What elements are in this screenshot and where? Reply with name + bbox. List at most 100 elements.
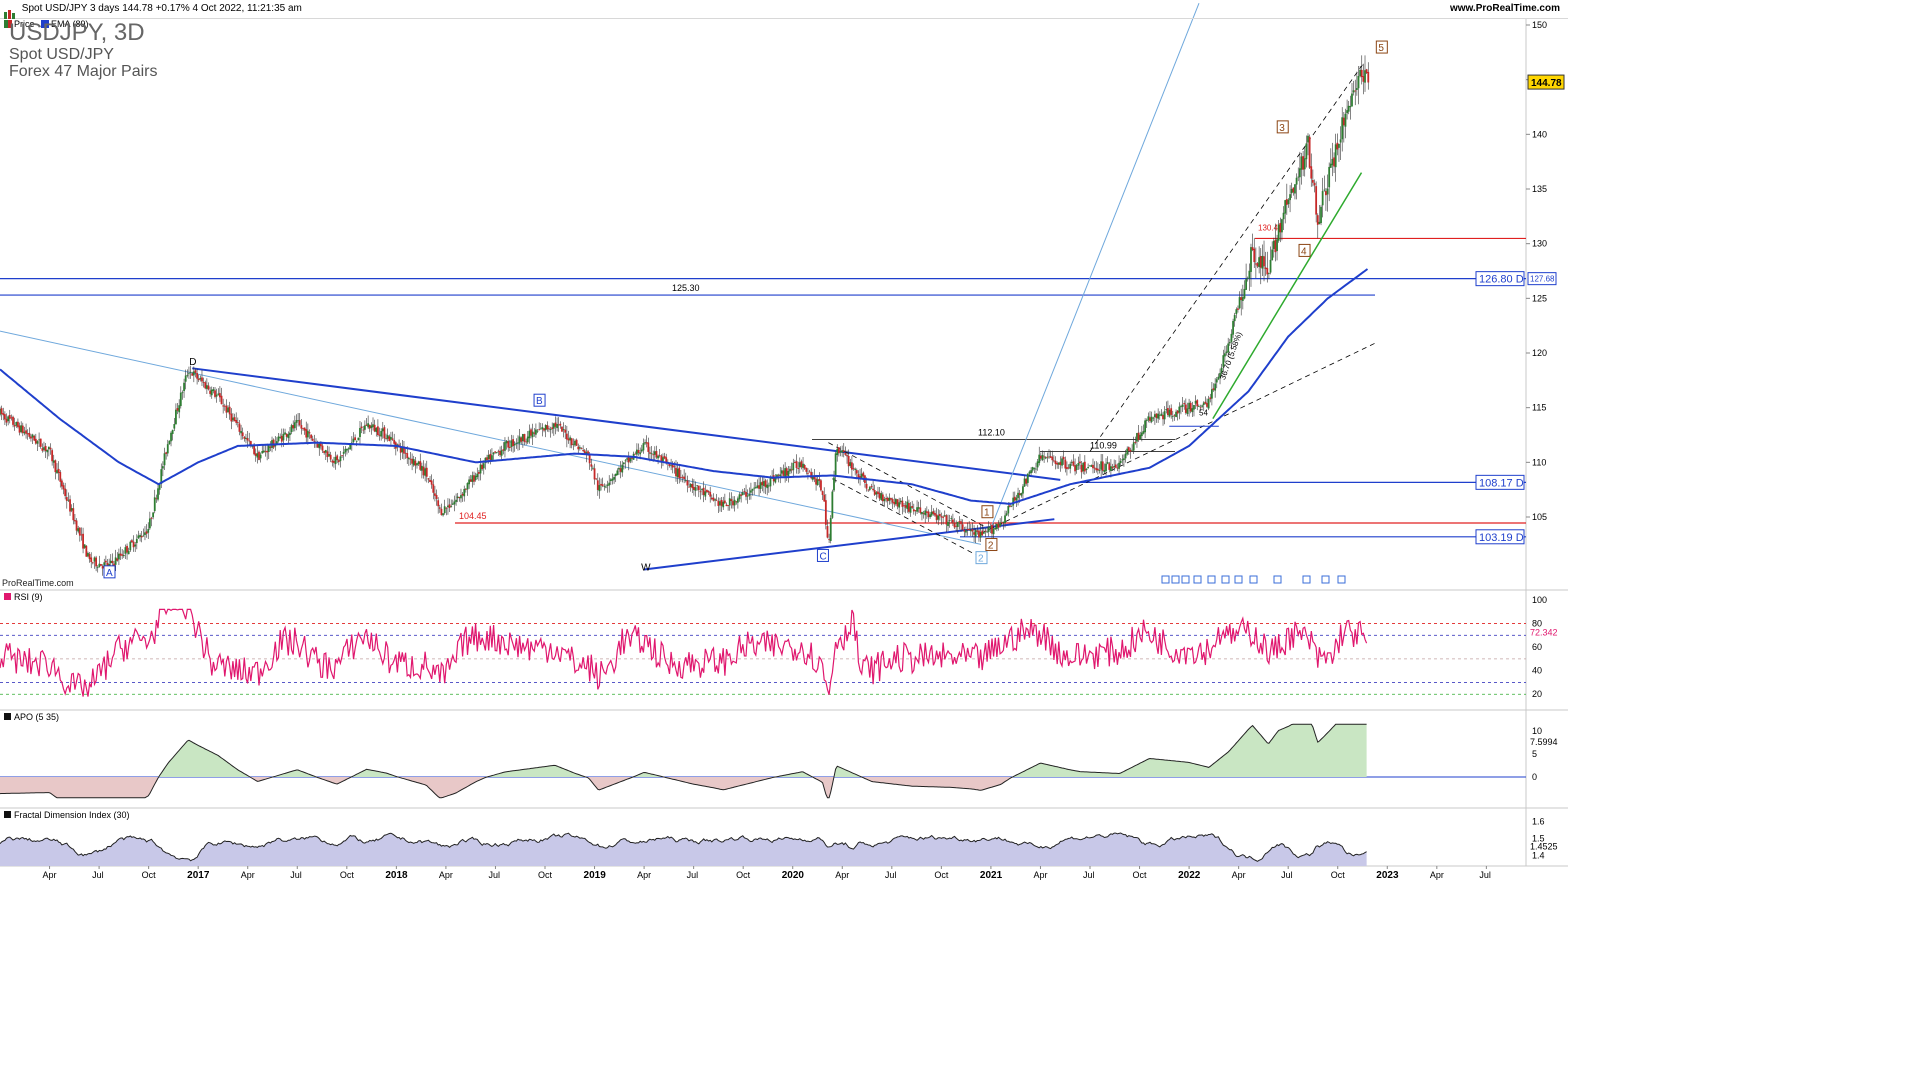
candle (857, 470, 860, 484)
candle-body (999, 522, 1002, 527)
candle-body (460, 495, 462, 499)
candle-body (1059, 461, 1062, 466)
candle (12, 415, 14, 428)
candle-body (495, 452, 498, 453)
candle (868, 485, 871, 492)
candle (1098, 464, 1101, 474)
candle (622, 462, 625, 470)
candle-body (805, 467, 808, 472)
candle (96, 565, 99, 573)
candle-body (303, 427, 306, 431)
candle-body (785, 468, 788, 476)
candle-body (407, 457, 410, 460)
candle-body (228, 406, 231, 415)
candle (978, 529, 980, 542)
candle-body (1184, 404, 1187, 413)
candle (994, 523, 997, 530)
candle (39, 438, 42, 449)
candle (1254, 247, 1257, 278)
candle-body (609, 479, 612, 482)
candle-body (1132, 442, 1135, 451)
candle (380, 428, 383, 441)
candle (880, 490, 883, 501)
candle-body (1079, 461, 1081, 464)
candle (391, 431, 394, 441)
candle (1201, 404, 1204, 409)
candle-body (1311, 180, 1314, 183)
candle (958, 516, 961, 530)
candle (1020, 492, 1023, 498)
candle (64, 482, 67, 500)
candle-body (515, 443, 518, 445)
candle-body (1338, 143, 1340, 148)
candle (748, 487, 751, 500)
candle (91, 561, 94, 565)
candle (409, 451, 412, 466)
candle-body (10, 417, 13, 419)
candle (1219, 368, 1221, 385)
candle-body (706, 489, 708, 493)
x-tick-label: Apr (835, 870, 849, 880)
candle (701, 488, 703, 496)
wave-label-W: W (641, 562, 651, 573)
candle-body (168, 440, 171, 445)
candle (352, 432, 355, 445)
candle-body (207, 385, 210, 390)
candle-body (284, 432, 286, 435)
candle (1035, 462, 1037, 474)
candle-body (416, 463, 418, 466)
candle (867, 489, 870, 492)
candle (442, 512, 444, 517)
level-label-110-99: 110.99 (1090, 441, 1117, 451)
candle-body (372, 424, 374, 428)
candle-body (1325, 191, 1327, 196)
candle (59, 470, 62, 488)
candle-body (280, 435, 283, 442)
candle-body (171, 429, 174, 434)
candle-body (1173, 415, 1176, 417)
candle (710, 494, 713, 501)
candle-body (370, 425, 373, 429)
candle (333, 456, 335, 468)
candle-body (245, 437, 247, 439)
candle-body (1031, 467, 1034, 471)
candle-body (359, 428, 361, 438)
candle-body (818, 478, 821, 481)
candle-body (1277, 224, 1280, 241)
candle (1043, 451, 1046, 463)
candle-body (453, 501, 456, 505)
chart-canvas[interactable]: 125.30112.10110.99104.45130.48ADBWC12234… (0, 0, 1568, 882)
candle (961, 519, 964, 531)
candle-body (479, 464, 482, 474)
candle-body (836, 448, 839, 455)
candle-body (730, 499, 733, 501)
candle-body (486, 457, 488, 461)
candle-body (1103, 470, 1106, 473)
site-name[interactable]: www.ProRealTime.com (1449, 3, 1560, 14)
candle-body (121, 554, 124, 556)
candle (859, 468, 861, 486)
candle-body (140, 535, 143, 538)
candle (83, 544, 86, 549)
candle-body (671, 464, 674, 468)
candle-body (311, 438, 314, 441)
candle (995, 523, 998, 532)
candle-body (1209, 397, 1212, 400)
candle (214, 386, 216, 399)
candle-body (611, 478, 614, 481)
candle (1331, 142, 1334, 177)
candle (1235, 307, 1238, 319)
candle-body (1365, 69, 1368, 74)
candle (456, 492, 459, 503)
candle (627, 451, 630, 471)
candle-body (352, 438, 355, 442)
candle-body (1194, 400, 1197, 404)
candle-body (1163, 411, 1166, 420)
candle (1136, 432, 1138, 448)
candle (657, 454, 659, 465)
candle (1359, 66, 1362, 78)
candle (135, 534, 138, 550)
candle-body (592, 467, 594, 469)
candle (1248, 263, 1251, 291)
candle-body (354, 437, 356, 441)
